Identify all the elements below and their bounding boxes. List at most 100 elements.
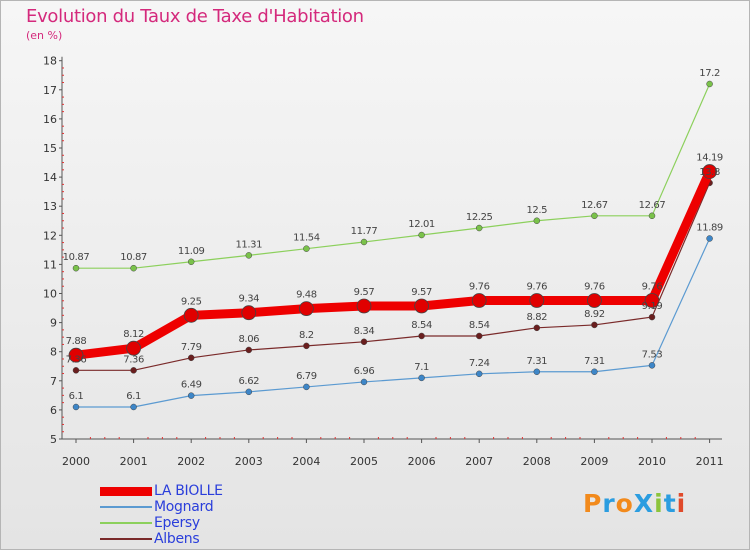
logo-letter: r (602, 489, 616, 518)
axes: 5 6 7 8 9 10 11 12 13 14 15 16 17 18 2000 2001 2002 2003 2… (43, 55, 724, 468)
data-point-la-biolle (183, 307, 199, 323)
data-point-albens (245, 346, 253, 354)
data-point-epersy (418, 231, 425, 239)
legend-item-mognard: Mognard (100, 499, 300, 515)
data-point-albens (591, 321, 598, 329)
data-label-mognard: 6.79 (296, 371, 317, 382)
data-point-la-biolle (126, 340, 142, 356)
data-label-epersy: 11.77 (351, 226, 378, 237)
data-point-mognard (418, 374, 425, 382)
x-tick-label: 2005 (350, 455, 378, 468)
data-point-albens (303, 342, 310, 350)
x-tick-label: 2002 (177, 455, 205, 468)
data-point-epersy (130, 264, 137, 272)
data-label-mognard: 7.24 (469, 358, 490, 369)
data-label-albens: 7.36 (123, 354, 144, 365)
data-label-mognard: 7.53 (642, 349, 663, 360)
data-point-mognard (72, 403, 80, 411)
data-label-mognard: 11.89 (696, 223, 723, 234)
y-tick-label: 10 (43, 288, 57, 301)
logo-letter: i (676, 489, 687, 518)
y-tick-label: 18 (43, 55, 57, 68)
y-tick-label: 16 (43, 113, 57, 126)
series-line-epersy (75, 83, 711, 269)
logo-letter: o (615, 489, 634, 518)
x-tick-label: 2011 (696, 455, 724, 468)
data-label-la-biolle: 9.76 (526, 281, 547, 292)
logo-letter: P (583, 489, 603, 518)
data-point-epersy (187, 258, 195, 266)
data-point-la-biolle (414, 298, 430, 314)
data-label-epersy: 12.01 (408, 219, 435, 230)
x-tick-label: 2006 (408, 455, 436, 468)
legend-label-albens: Albens (154, 531, 200, 547)
data-label-epersy: 11.54 (293, 233, 320, 244)
logo-letter: X (633, 489, 655, 518)
x-tick-label: 2010 (638, 455, 666, 468)
data-point-mognard (303, 383, 310, 391)
data-label-epersy: 12.67 (639, 200, 666, 211)
data-label-albens: 8.2 (299, 330, 314, 341)
data-point-mognard (475, 370, 483, 378)
data-label-la-biolle: 9.76 (584, 281, 605, 292)
data-point-la-biolle (241, 305, 257, 321)
data-label-epersy: 12.5 (526, 205, 547, 216)
data-point-la-biolle (68, 347, 84, 363)
x-tick-label: 2007 (465, 455, 493, 468)
data-point-mognard (648, 362, 656, 369)
x-tick-label: 2000 (62, 455, 90, 468)
logo-letter: i (654, 489, 664, 518)
data-point-albens (418, 332, 425, 340)
legend-swatch-la-biolle (100, 486, 152, 496)
series-epersy (72, 80, 713, 272)
data-label-la-biolle: 9.76 (642, 281, 663, 292)
y-tick-label: 17 (43, 84, 57, 97)
data-label-epersy: 10.87 (120, 252, 147, 263)
data-point-albens (533, 324, 541, 332)
data-point-mognard (591, 368, 598, 376)
y-tick-label: 14 (43, 171, 57, 184)
legend-label-epersy: Epersy (154, 515, 200, 531)
data-label-albens: 8.34 (354, 326, 375, 337)
data-label-mognard: 6.1 (69, 391, 84, 402)
legend-item-la-biolle: LA BIOLLE (100, 483, 300, 499)
series-la-biolle (68, 164, 717, 363)
data-label-albens: 8.54 (469, 320, 490, 331)
data-label-mognard: 7.31 (526, 356, 547, 367)
data-point-la-biolle (644, 293, 660, 308)
data-point-epersy (360, 238, 368, 246)
legend-swatch-albens (100, 538, 152, 540)
data-point-mognard (360, 378, 368, 386)
data-label-mognard: 6.1 (126, 391, 141, 402)
data-point-la-biolle (356, 298, 372, 314)
legend-swatch-mognard (100, 506, 152, 508)
data-label-la-biolle: 14.19 (696, 153, 723, 164)
data-point-albens (648, 313, 656, 321)
data-label-mognard: 7.31 (584, 356, 605, 367)
data-label-epersy: 12.67 (581, 200, 608, 211)
data-label-mognard: 6.49 (181, 380, 202, 391)
data-point-la-biolle (471, 293, 487, 308)
data-point-mognard (130, 403, 137, 411)
y-tick-label: 13 (43, 200, 57, 213)
data-point-mognard (187, 392, 195, 399)
legend-item-epersy: Epersy (100, 515, 300, 531)
data-label-albens: 8.82 (526, 312, 547, 323)
x-tick-label: 2008 (523, 455, 551, 468)
logo-letter: t (663, 489, 677, 518)
data-point-mognard (245, 388, 253, 396)
data-point-epersy (533, 217, 541, 224)
data-label-epersy: 11.31 (235, 239, 262, 250)
data-label-albens: 7.79 (181, 342, 202, 353)
data-label-la-biolle: 9.25 (181, 296, 202, 307)
series-line-la-biolle (71, 167, 715, 360)
data-point-albens (72, 367, 80, 374)
y-tick-label: 5 (50, 433, 57, 446)
series-line-mognard (75, 237, 711, 408)
data-label-epersy: 10.87 (63, 252, 90, 263)
legend-label-la-biolle: LA BIOLLE (154, 483, 223, 499)
data-label-epersy: 11.09 (178, 246, 205, 257)
y-tick-label: 12 (43, 229, 57, 242)
data-point-epersy (706, 80, 713, 88)
x-tick-label: 2003 (235, 455, 263, 468)
